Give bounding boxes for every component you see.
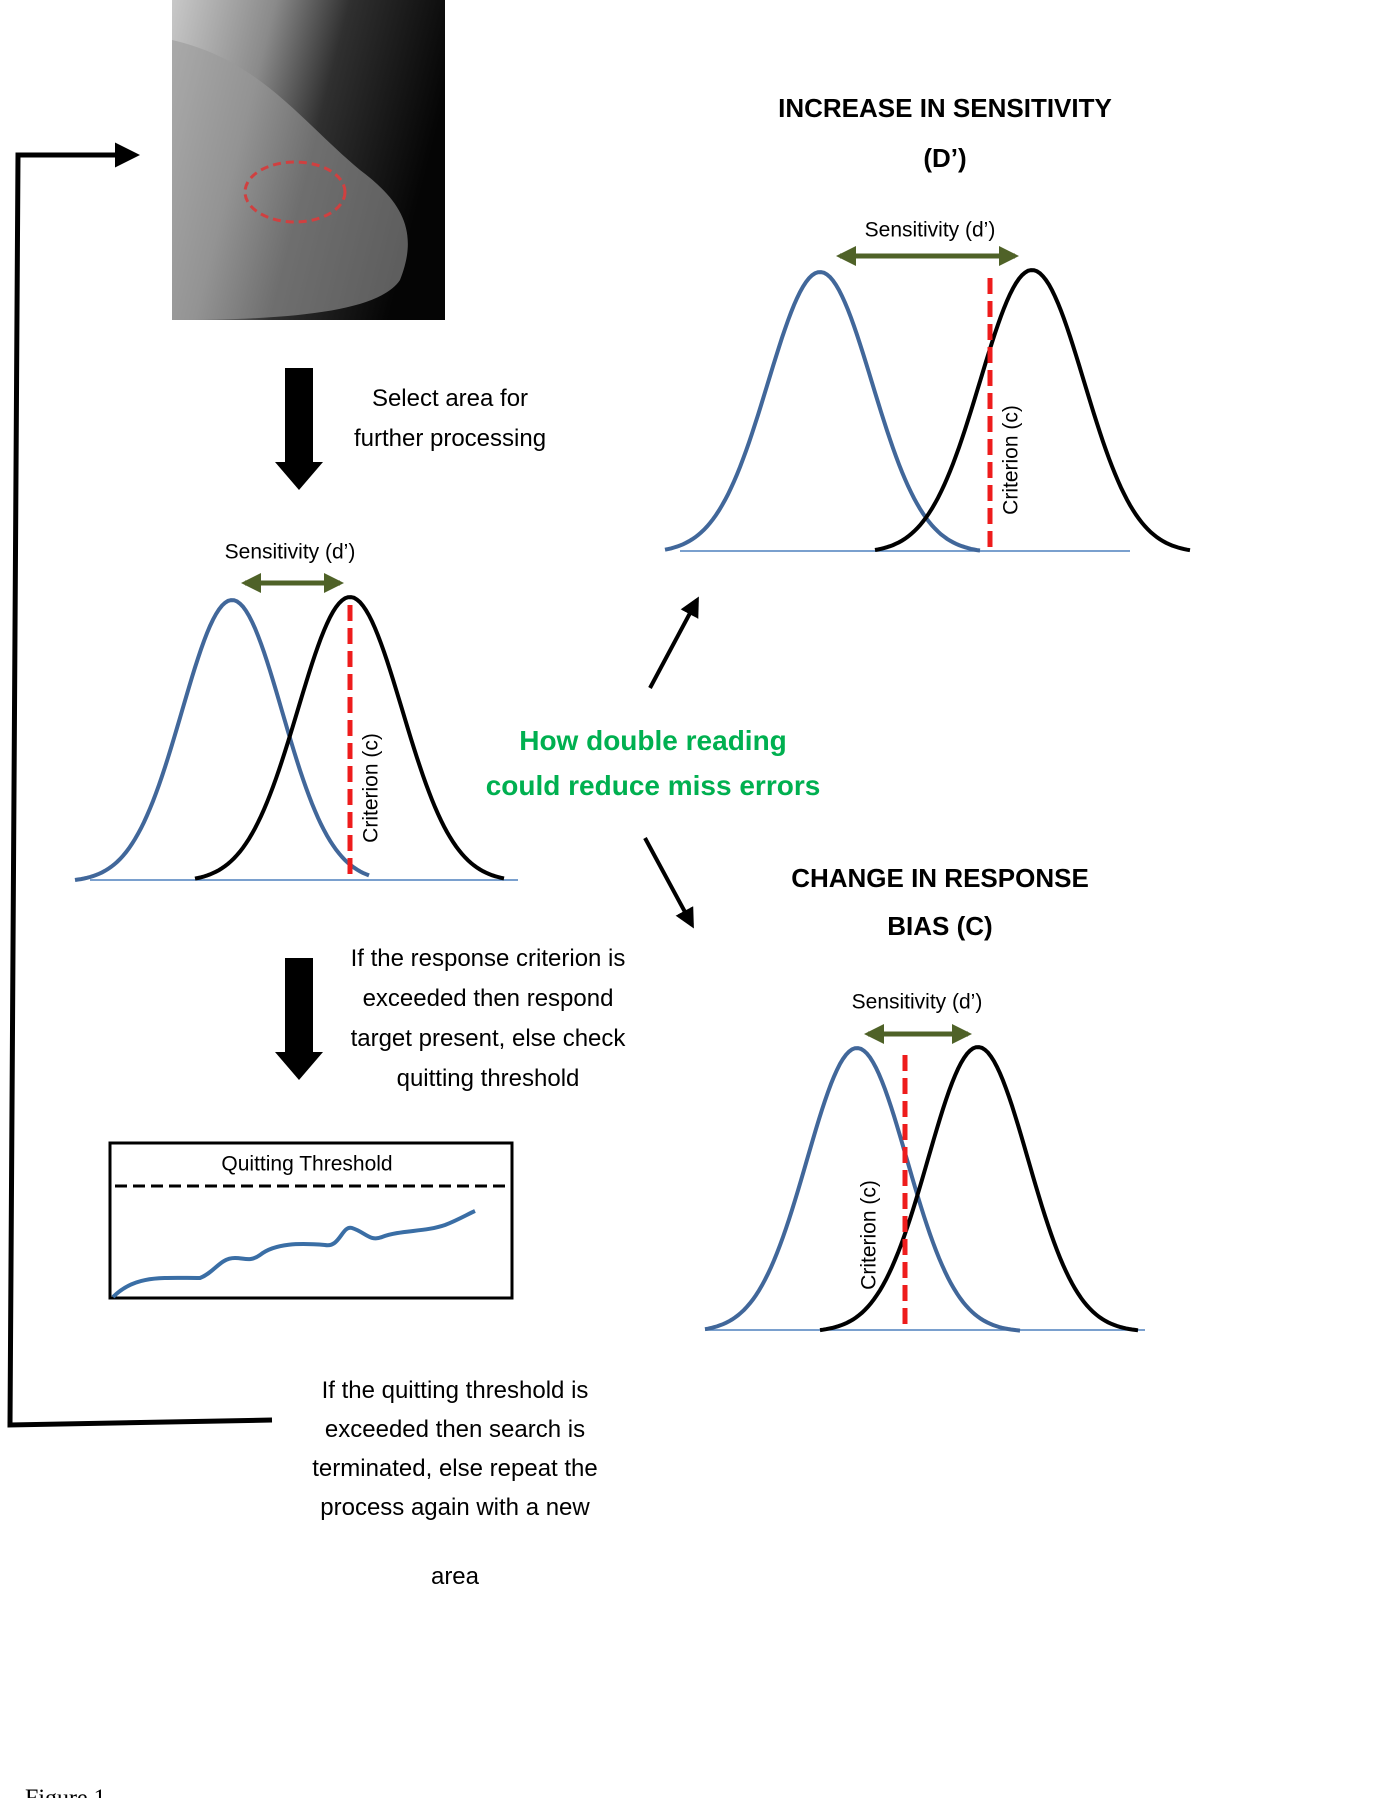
loop-arrow	[7, 142, 273, 1428]
signal-distribution	[194, 595, 505, 881]
noise-distribution	[664, 270, 981, 553]
box-label: Quitting Threshold	[221, 1153, 392, 1176]
center-label: How double reading could reduce miss erro…	[486, 725, 821, 801]
down-arrow	[275, 958, 323, 1080]
noise-distribution	[74, 598, 370, 882]
step-text: If the response criterion is exceeded the…	[351, 945, 627, 1092]
signal-distribution	[874, 268, 1191, 553]
criterion-label: Criterion (c)	[1000, 405, 1023, 515]
criterion-label: Criterion (c)	[360, 733, 383, 843]
step-text: Select area for further processing	[354, 385, 546, 452]
noise-distribution	[704, 1046, 1021, 1333]
mammogram	[172, 0, 445, 320]
caption: Figure 1	[25, 1786, 106, 1798]
signal-distribution	[819, 1045, 1139, 1333]
sensitivity-label: Sensitivity (d’)	[225, 541, 356, 564]
panel-title: CHANGE IN RESPONSE BIAS (C)	[791, 863, 1089, 941]
quitting-box: Quitting Threshold	[108, 1141, 514, 1300]
arrow	[643, 837, 694, 929]
step-text: If the quitting threshold is exceeded the…	[312, 1377, 598, 1590]
down-arrow	[275, 368, 323, 490]
sensitivity-label: Sensitivity (d’)	[865, 219, 996, 242]
panel-title: INCREASE IN SENSITIVITY (D’)	[778, 93, 1112, 173]
criterion-label: Criterion (c)	[858, 1180, 881, 1290]
sensitivity-label: Sensitivity (d’)	[852, 991, 983, 1014]
arrow	[648, 596, 699, 689]
